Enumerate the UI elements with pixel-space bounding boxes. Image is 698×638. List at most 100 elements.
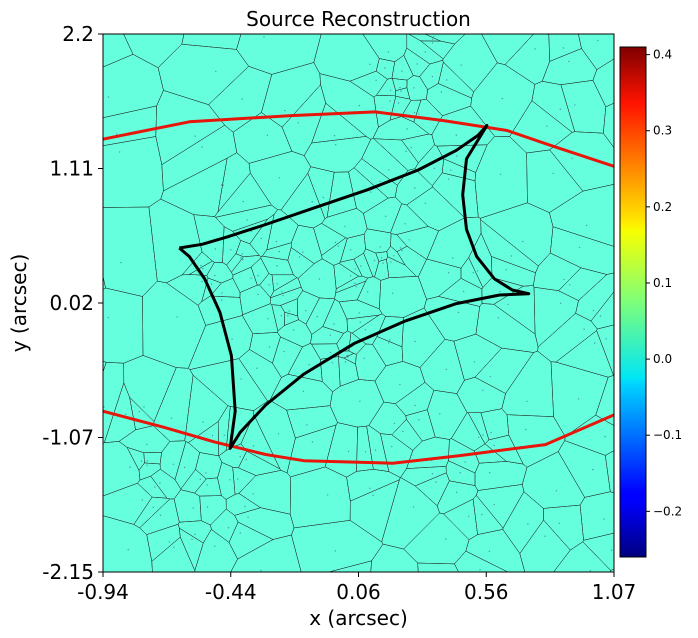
colorbar-tick-label: 0.4 xyxy=(653,48,672,62)
mesh-point xyxy=(146,464,148,466)
critical-curve xyxy=(103,110,614,168)
voronoi-cell xyxy=(472,495,504,535)
mesh-point xyxy=(526,400,528,403)
mesh-point xyxy=(401,70,403,72)
mesh-point xyxy=(334,550,336,552)
mesh-point xyxy=(552,172,554,175)
mesh-point xyxy=(393,422,396,425)
critical-curve xyxy=(103,409,614,465)
mesh-point xyxy=(202,421,204,423)
mesh-point xyxy=(281,291,283,293)
voronoi-cell xyxy=(271,274,298,292)
mesh-point xyxy=(448,272,450,274)
mesh-point xyxy=(333,135,336,137)
mesh-point xyxy=(318,278,321,280)
mesh-point xyxy=(120,261,122,264)
mesh-point xyxy=(311,441,314,443)
mesh-point xyxy=(447,178,450,180)
voronoi-cell xyxy=(501,350,554,417)
mesh-point xyxy=(605,338,607,340)
mesh-point xyxy=(414,404,416,407)
mesh-point xyxy=(397,102,400,104)
mesh-point xyxy=(227,527,230,529)
mesh-point xyxy=(192,507,194,509)
mesh-point xyxy=(505,269,507,271)
mesh-point xyxy=(418,113,420,115)
voronoi-cell xyxy=(334,280,367,303)
mesh-point xyxy=(127,548,129,551)
mesh-point xyxy=(205,472,207,474)
mesh-point xyxy=(107,96,110,98)
mesh-point xyxy=(219,2,220,3)
mesh-point xyxy=(241,253,244,255)
mesh-point xyxy=(194,533,196,536)
mesh-point xyxy=(414,340,416,343)
mesh-point xyxy=(534,48,536,50)
voronoi-cell xyxy=(374,258,390,281)
chart-title: Source Reconstruction xyxy=(246,7,471,31)
mesh-point xyxy=(242,259,244,261)
mesh-point xyxy=(241,98,243,100)
mesh-point xyxy=(662,609,663,610)
mesh-point xyxy=(473,361,476,363)
mesh-point xyxy=(302,390,305,393)
mesh-point xyxy=(354,282,356,284)
mesh-point xyxy=(482,434,484,436)
mesh-point xyxy=(355,286,357,288)
mesh-point xyxy=(431,473,434,475)
mesh-point xyxy=(311,201,313,203)
mesh-point xyxy=(599,315,602,317)
mesh-point xyxy=(201,280,203,283)
mesh-point xyxy=(446,79,448,81)
mesh-point xyxy=(220,299,223,301)
mesh-point xyxy=(522,240,524,243)
mesh-point xyxy=(424,202,426,204)
mesh-point xyxy=(247,516,249,518)
mesh-point xyxy=(463,290,465,293)
mesh-point xyxy=(237,478,239,480)
mesh-point xyxy=(399,247,402,249)
mesh-point xyxy=(525,428,527,431)
mesh-point xyxy=(316,315,318,318)
mesh-point xyxy=(308,364,310,366)
mesh-point xyxy=(379,246,381,248)
mesh-point xyxy=(369,63,371,65)
mesh-point xyxy=(143,406,145,408)
mesh-point xyxy=(592,468,594,471)
mesh-point xyxy=(159,482,161,484)
mesh-point xyxy=(347,356,349,358)
voronoi-cell xyxy=(544,34,551,35)
voronoi-cell xyxy=(271,304,285,332)
voronoi-cell xyxy=(375,58,396,80)
mesh-point xyxy=(410,147,412,149)
mesh-point xyxy=(211,434,214,437)
mesh-point xyxy=(267,318,269,320)
mesh-point xyxy=(138,410,140,413)
mesh-point xyxy=(440,91,443,93)
mesh-point xyxy=(479,569,481,571)
voronoi-cell xyxy=(480,408,510,441)
mesh-point xyxy=(222,184,225,186)
mesh-point xyxy=(374,449,377,451)
mesh-point xyxy=(375,79,377,82)
mesh-point xyxy=(346,354,348,357)
mesh-point xyxy=(9,357,10,358)
mesh-point xyxy=(140,460,143,462)
mesh-point xyxy=(331,362,333,364)
mesh-point xyxy=(268,284,270,286)
y-tick-label: -1.07 xyxy=(42,426,94,450)
voronoi-cell xyxy=(419,339,465,394)
mesh-point xyxy=(388,169,390,171)
x-axis-label: x (arcsec) xyxy=(309,606,408,630)
mesh-point xyxy=(488,550,490,552)
mesh-point xyxy=(389,339,391,341)
mesh-point xyxy=(456,155,458,157)
mesh-point xyxy=(337,245,339,247)
mesh-point xyxy=(191,538,193,540)
y-tick-label: 0.02 xyxy=(49,291,94,315)
mesh-point xyxy=(367,291,369,293)
mesh-point xyxy=(26,179,27,180)
mesh-point xyxy=(240,257,242,259)
mesh-point xyxy=(75,53,76,54)
mesh-point xyxy=(459,472,461,474)
